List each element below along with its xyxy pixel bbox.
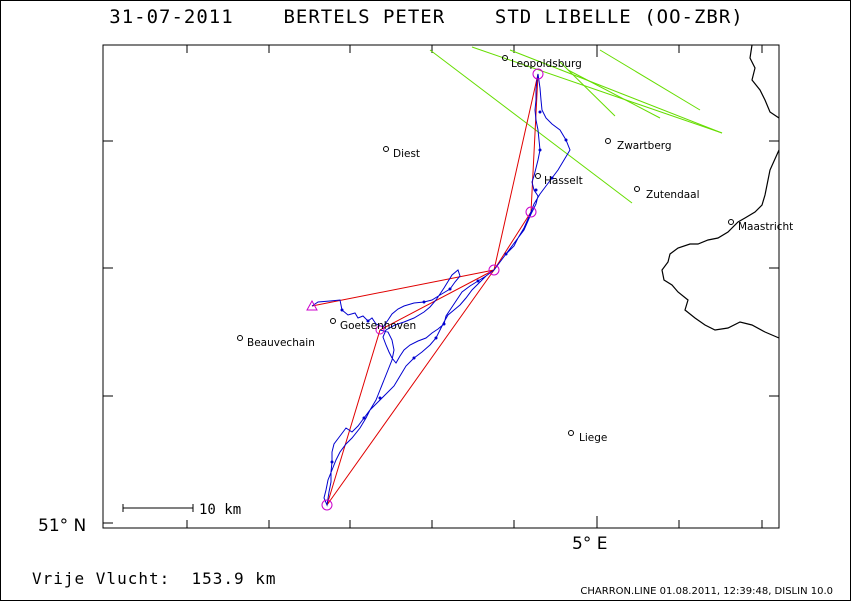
airspace-lines xyxy=(429,46,723,204)
place-marker-zutendaal xyxy=(634,186,640,192)
place-zwartberg: Zwartberg xyxy=(617,140,672,152)
place-diest: Diest xyxy=(393,148,420,160)
place-goetsenhoven: Goetsenhoven xyxy=(340,320,416,332)
bottom-ticks xyxy=(186,516,763,528)
place-marker-zwartberg xyxy=(605,138,611,144)
place-hasselt: Hasselt xyxy=(544,175,583,187)
place-marker-leopoldsburg xyxy=(502,55,508,61)
distance-summary: Vrije Vlucht: 153.9 km xyxy=(32,569,277,588)
right-ticks xyxy=(769,140,779,397)
place-marker-beauvechain xyxy=(237,335,243,341)
flight-track xyxy=(311,73,571,507)
scale-bar-label: 10 km xyxy=(199,502,241,518)
top-ticks xyxy=(186,45,763,57)
place-marker-liege xyxy=(568,430,574,436)
page-title: 31-07-2011 BERTELS PETER STD LIBELLE (OO… xyxy=(0,6,853,28)
place-liege: Liege xyxy=(579,432,607,444)
place-marker-hasselt xyxy=(535,173,541,179)
plot-area xyxy=(102,44,780,529)
track-fix-points xyxy=(330,110,568,464)
place-marker-maastricht xyxy=(728,219,734,225)
place-beauvechain: Beauvechain xyxy=(247,337,315,349)
turnpoint-markers xyxy=(306,68,544,511)
distance-value: 153.9 km xyxy=(191,569,277,588)
credits-line: CHARRON.LINE 01.08.2011, 12:39:48, DISLI… xyxy=(580,586,833,597)
scale-bar xyxy=(122,504,194,512)
distance-label: Vrije Vlucht: xyxy=(32,569,171,588)
place-leopoldsburg: Leopoldsburg xyxy=(511,58,582,70)
place-marker-goetsenhoven xyxy=(330,318,336,324)
longitude-label: 5° E xyxy=(572,534,607,554)
glider-name: STD LIBELLE (OO-ZBR) xyxy=(494,6,744,28)
flight-date: 31-07-2011 xyxy=(109,6,234,28)
place-markers xyxy=(237,55,734,436)
place-zutendaal: Zutendaal xyxy=(646,189,700,201)
left-ticks xyxy=(103,140,113,524)
task-line xyxy=(311,73,539,506)
place-marker-diest xyxy=(383,146,389,152)
place-maastricht: Maastricht xyxy=(738,221,793,233)
latitude-label: 51° N xyxy=(38,516,86,536)
national-border xyxy=(661,44,780,339)
pilot-name: BERTELS PETER xyxy=(283,6,446,28)
